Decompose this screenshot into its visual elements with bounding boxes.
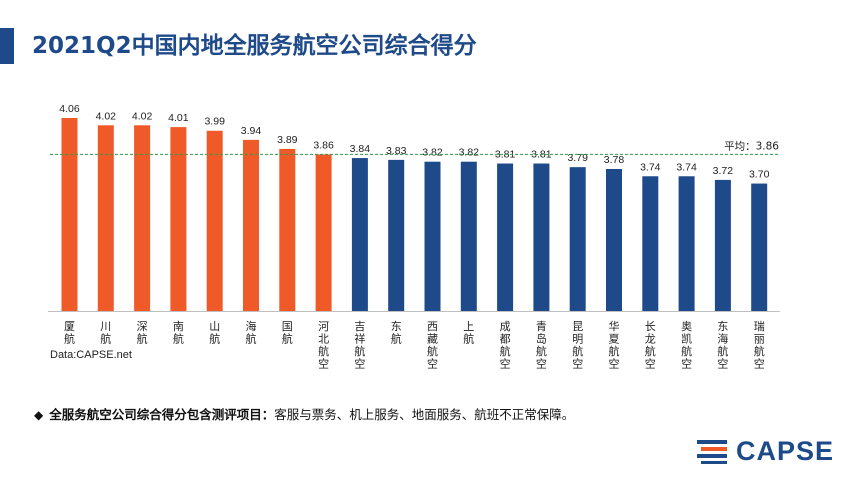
capse-logo-icon (697, 438, 733, 464)
category-label-13: 成都航空 (500, 320, 511, 371)
bar-6 (243, 139, 259, 311)
category-label-8: 河北航空 (318, 320, 329, 371)
data-label-10: 3.83 (386, 145, 407, 157)
bar-9 (351, 158, 368, 311)
data-label-2: 4.02 (96, 110, 117, 122)
data-label-4: 4.01 (168, 112, 189, 124)
bar-4 (170, 127, 187, 311)
footnote: ◆ 全服务航空公司综合得分包含测评项目：客服与票务、机上服务、地面服务、航班不正常… (34, 404, 574, 423)
category-label-9: 吉祥航空 (354, 320, 365, 371)
data-source: Data:CAPSE.net (50, 349, 132, 361)
data-label-5: 3.99 (204, 116, 225, 128)
bar-chart: 4.06 厦航 4.02 川航 4.02 深航 4.01 南航 3.99 山航 3.94 海航 3.89… (48, 103, 780, 371)
data-label-8: 3.86 (313, 139, 334, 151)
diamond-bullet-icon: ◆ (34, 408, 44, 422)
title-accent-bar (0, 28, 14, 64)
bar-12 (460, 161, 477, 311)
bar-3 (134, 125, 151, 311)
data-label-6: 3.94 (241, 125, 262, 137)
category-label-19: 东海航空 (717, 320, 728, 371)
bar-17 (642, 176, 659, 311)
category-label-4: 南航 (173, 320, 184, 346)
bar-15 (569, 167, 586, 311)
category-label-6: 海航 (246, 319, 257, 346)
data-label-17: 3.74 (640, 161, 661, 173)
bar-8 (315, 154, 332, 311)
bar-14 (533, 163, 550, 311)
data-label-15: 3.79 (567, 152, 588, 164)
data-label-16: 3.78 (604, 154, 625, 166)
data-label-20: 3.70 (749, 169, 770, 181)
page-title: 2021Q2中国内地全服务航空公司综合得分 (32, 33, 477, 59)
data-label-7: 3.89 (277, 134, 298, 146)
bar-20 (751, 183, 768, 311)
data-label-11: 3.82 (422, 147, 443, 159)
data-label-1: 4.06 (59, 103, 80, 115)
bar-7 (279, 148, 296, 311)
bar-1 (61, 118, 78, 311)
bar-16 (606, 168, 622, 311)
category-label-10: 东航 (391, 320, 402, 346)
category-label-3: 深航 (137, 320, 148, 346)
bar-2 (97, 125, 114, 311)
footnote-text: 客服与票务、机上服务、地面服务、航班不正常保障。 (274, 407, 575, 422)
category-label-7: 国航 (282, 320, 293, 346)
data-label-19: 3.72 (713, 165, 734, 177)
data-label-3: 4.02 (132, 110, 153, 122)
category-label-16: 华夏航空 (609, 319, 620, 371)
capse-logo-text: CAPSE (736, 435, 835, 466)
data-label-9: 3.84 (350, 143, 371, 155)
capse-logo: CAPSE (697, 435, 835, 466)
footnote-bold: 全服务航空公司综合得分包含测评项目： (49, 407, 275, 422)
category-label-14: 青岛航空 (536, 320, 547, 371)
category-label-17: 长龙航空 (645, 320, 656, 371)
bar-11 (424, 161, 441, 311)
category-label-2: 川航 (100, 320, 111, 346)
category-label-12: 上航 (463, 320, 474, 346)
bar-18 (678, 176, 695, 311)
category-label-20: 瑞丽航空 (754, 319, 765, 371)
category-label-11: 西藏航空 (427, 320, 438, 371)
category-label-1: 厦航 (64, 320, 75, 346)
category-label-5: 山航 (209, 320, 220, 346)
category-label-15: 昆明航空 (572, 320, 583, 371)
data-label-18: 3.74 (676, 161, 697, 173)
bar-5 (206, 130, 223, 311)
average-label: 平均：3.86 (724, 140, 779, 152)
data-label-12: 3.82 (459, 147, 480, 159)
category-label-18: 奥凯航空 (681, 319, 692, 371)
bar-19 (714, 179, 731, 311)
bar-13 (497, 163, 514, 311)
bar-10 (388, 159, 405, 311)
